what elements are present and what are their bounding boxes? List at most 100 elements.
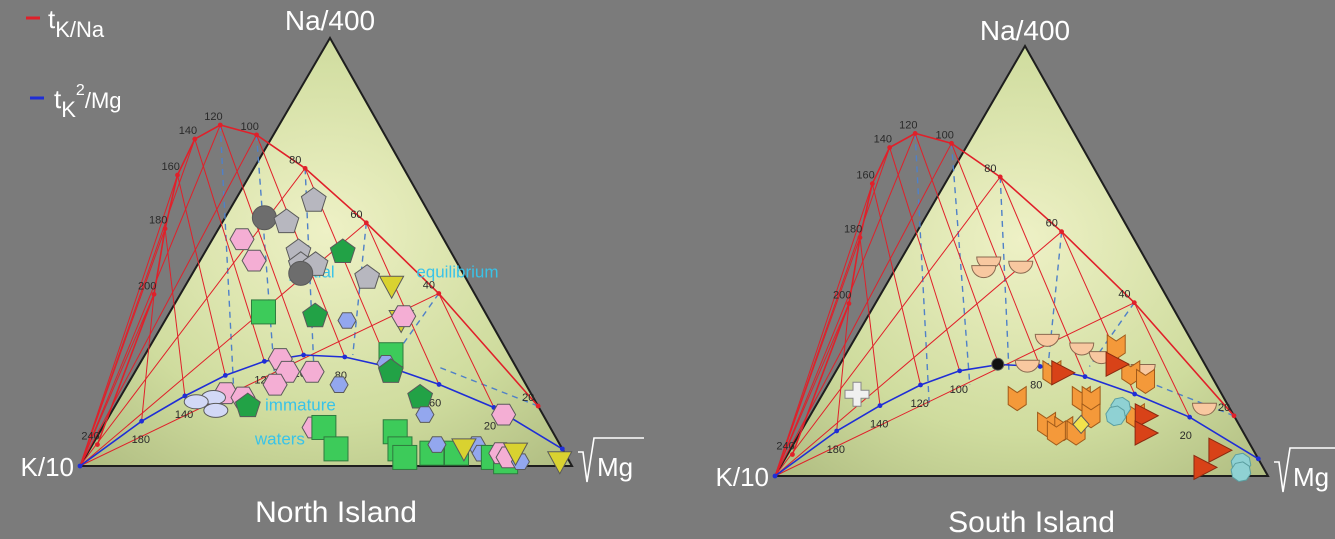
tkna-isotherm-line [774, 147, 891, 477]
data-point-square [250, 299, 276, 325]
data-point-hexagon [391, 305, 417, 328]
tkna-tick-label: 20 [1218, 402, 1230, 414]
tkmg-tick-label: 140 [175, 409, 193, 421]
tkna-curve-node [887, 145, 893, 150]
data-point-circle [288, 260, 314, 286]
zone-annotation: immature [265, 395, 336, 414]
dashed-guide-line [950, 143, 971, 386]
tkna-curve-node [363, 220, 369, 226]
tkna-tick-label: 160 [856, 170, 874, 182]
tkmg-tick-label: 140 [870, 419, 888, 431]
dashed-guide-line [219, 124, 235, 396]
data-points [183, 186, 573, 475]
dashed-guide-line [1088, 302, 1135, 367]
tkna-curve-node [997, 174, 1003, 180]
data-point-hexagon [415, 406, 435, 423]
data-point-hexagon [491, 403, 517, 426]
panel-title: South Island [948, 506, 1115, 539]
tkna-tick-label: 40 [423, 279, 435, 291]
data-point-semicircle [1069, 342, 1095, 356]
tkmg-curve-node [139, 418, 145, 424]
tkna-curve-node [162, 226, 168, 232]
tkmg-curve-node [559, 446, 565, 452]
zone-annotation: waters [254, 430, 305, 449]
tkna-tick-label: 60 [350, 209, 362, 221]
isotherm-connector [836, 303, 850, 432]
sqrt-symbol [1274, 447, 1335, 493]
tkmg-curve-node [222, 372, 228, 378]
tkna-curve-node [949, 140, 954, 146]
data-point-hexagon [229, 228, 255, 251]
isotherm-connector [365, 222, 440, 385]
tkna-tick-label: 180 [844, 224, 862, 236]
tkna-tick-label: 200 [833, 290, 851, 302]
isotherm-connector [889, 147, 961, 371]
data-point-circle [251, 205, 277, 231]
legend-sup-2: 2 [76, 82, 85, 99]
tkna-isotherms [774, 133, 1135, 477]
data-point-pentagon [273, 208, 300, 234]
data-point-semicircle [1014, 359, 1040, 373]
data-point-triangle [378, 275, 405, 300]
tkna-curve-node [302, 165, 308, 171]
tkna-isotherm-line [79, 294, 155, 467]
data-point-semicircle [1008, 260, 1034, 274]
apex-label-left: K/10 [21, 452, 75, 482]
data-point-pentagon [354, 264, 381, 289]
tkna-curve-node [790, 452, 795, 457]
data-point-semicircle [1034, 333, 1060, 347]
tkmg-curve-node [1132, 391, 1138, 397]
isotherm-connector [871, 183, 922, 386]
tkmg-curve-node [77, 463, 83, 469]
tkna-curve-node [912, 131, 918, 136]
tkna-isotherm-line [774, 302, 1135, 477]
legend-sub: K/Na [55, 17, 105, 42]
isotherm-connector [859, 237, 881, 406]
tkna-tick-label: 100 [241, 121, 259, 133]
isotherm-connector [177, 174, 226, 376]
data-point-square [311, 414, 337, 440]
tkmg-tick-label: 180 [132, 434, 150, 446]
data-point-pentagon [377, 358, 404, 383]
tkna-tick-label: 100 [935, 129, 953, 141]
tkna-tick-label: 20 [522, 392, 534, 404]
data-point-hexagon [337, 312, 357, 329]
zone-annotation: equilibrium [416, 263, 498, 282]
tkmg-curve-node [1037, 364, 1043, 369]
tkmg-tick-label: 180 [827, 444, 845, 456]
tkna-curve-node [192, 136, 198, 142]
data-point-triangle-right [1134, 420, 1160, 446]
data-point-hexagon [262, 373, 288, 396]
data-point-pentagon [234, 392, 261, 418]
data-point-triangle-right [1051, 359, 1076, 386]
data-point-pentagon [302, 302, 329, 328]
dashed-guide-line [438, 366, 539, 407]
tkmg-curve-node [436, 382, 442, 387]
tkmg-curve-node [1187, 414, 1193, 420]
apex-label-left: K/10 [716, 462, 770, 492]
legend-prefix: t [48, 4, 56, 34]
tkna-curve-node [857, 235, 863, 240]
data-point-triangle [546, 451, 573, 475]
legend-sub-2: K [61, 97, 76, 122]
tkna-curve-node [1059, 229, 1065, 235]
tkna-tick-label: 140 [179, 125, 197, 137]
tkmg-curve-node [1082, 374, 1088, 380]
data-point-chevron [1136, 368, 1156, 395]
data-point-triangle [502, 442, 529, 467]
apex-label-right: Mg [1293, 462, 1329, 492]
data-point-triangle [451, 438, 477, 462]
tkna-tick-label: 240 [81, 431, 99, 443]
apex-label-top: Na/400 [980, 15, 1070, 46]
tkmg-curve-node [918, 382, 923, 388]
tkmg-curve-node [1255, 456, 1261, 462]
data-point-circle [991, 357, 1005, 371]
tkna-tick-label: 80 [289, 154, 301, 166]
legend-prefix-2: t [54, 84, 62, 114]
data-point-hexagon [241, 249, 267, 272]
isotherm-connector [164, 228, 186, 397]
tkna-curve-node [1231, 413, 1237, 419]
data-point-pentagon [329, 238, 356, 263]
isotherm-connectors [836, 133, 1191, 432]
tkna-tick-label: 60 [1046, 218, 1058, 230]
